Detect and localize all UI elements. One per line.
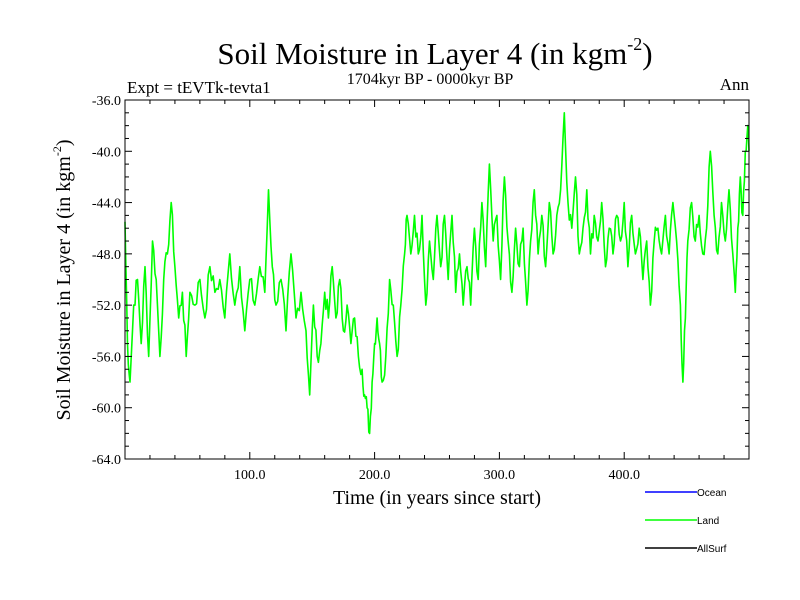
x-tick-labels: 100.0 200.0 300.0 400.0 xyxy=(234,468,640,483)
chart-title-close: ) xyxy=(642,36,652,71)
chart-subtitle: 1704kyr BP - 0000kyr BP xyxy=(347,71,514,88)
season-label: Ann xyxy=(720,75,750,94)
experiment-label: Expt = tEVTk-tevta1 xyxy=(127,78,271,97)
chart-title: Soil Moisture in Layer 4 (in kgm-2) xyxy=(217,34,652,71)
y-axis-title: Soil Moisture in Layer 4 (in kgm-2) xyxy=(50,139,75,420)
x-tick-label: 300.0 xyxy=(484,468,516,483)
y-tick-label: -60.0 xyxy=(92,402,121,417)
y-tick-label: -36.0 xyxy=(92,94,121,109)
y-tick-label: -40.0 xyxy=(92,145,121,160)
y-tick-label: -44.0 xyxy=(92,197,121,212)
x-tick-label: 400.0 xyxy=(608,468,640,483)
legend-label-ocean: Ocean xyxy=(697,488,726,499)
y-tick-label: -48.0 xyxy=(92,248,121,263)
legend: Ocean Land AllSurf xyxy=(645,488,727,555)
plot-frame xyxy=(124,99,750,460)
y-axis-title-main: Soil Moisture in Layer 4 (in kgm xyxy=(53,156,75,421)
legend-label-allsurf: AllSurf xyxy=(697,544,727,555)
y-axis-title-superscript: -2 xyxy=(50,146,64,156)
x-axis-title: Time (in years since start) xyxy=(333,487,541,509)
chart-title-main: Soil Moisture in Layer 4 (in kgm xyxy=(217,36,627,71)
series-line-land xyxy=(124,112,750,435)
chart-title-superscript: -2 xyxy=(627,34,642,54)
y-tick-labels: -36.0 -40.0 -44.0 -48.0 -52.0 -56.0 -60.0 -64.0 xyxy=(92,94,121,468)
x-tick-label: 200.0 xyxy=(359,468,391,483)
y-tick-label: -56.0 xyxy=(92,350,121,365)
axis-ticks xyxy=(125,100,749,459)
series-group xyxy=(124,112,750,435)
y-axis-title-close: ) xyxy=(53,139,75,146)
y-tick-label: -52.0 xyxy=(92,299,121,314)
x-tick-label: 100.0 xyxy=(234,468,266,483)
legend-label-land: Land xyxy=(697,516,719,527)
y-tick-label: -64.0 xyxy=(92,453,121,468)
